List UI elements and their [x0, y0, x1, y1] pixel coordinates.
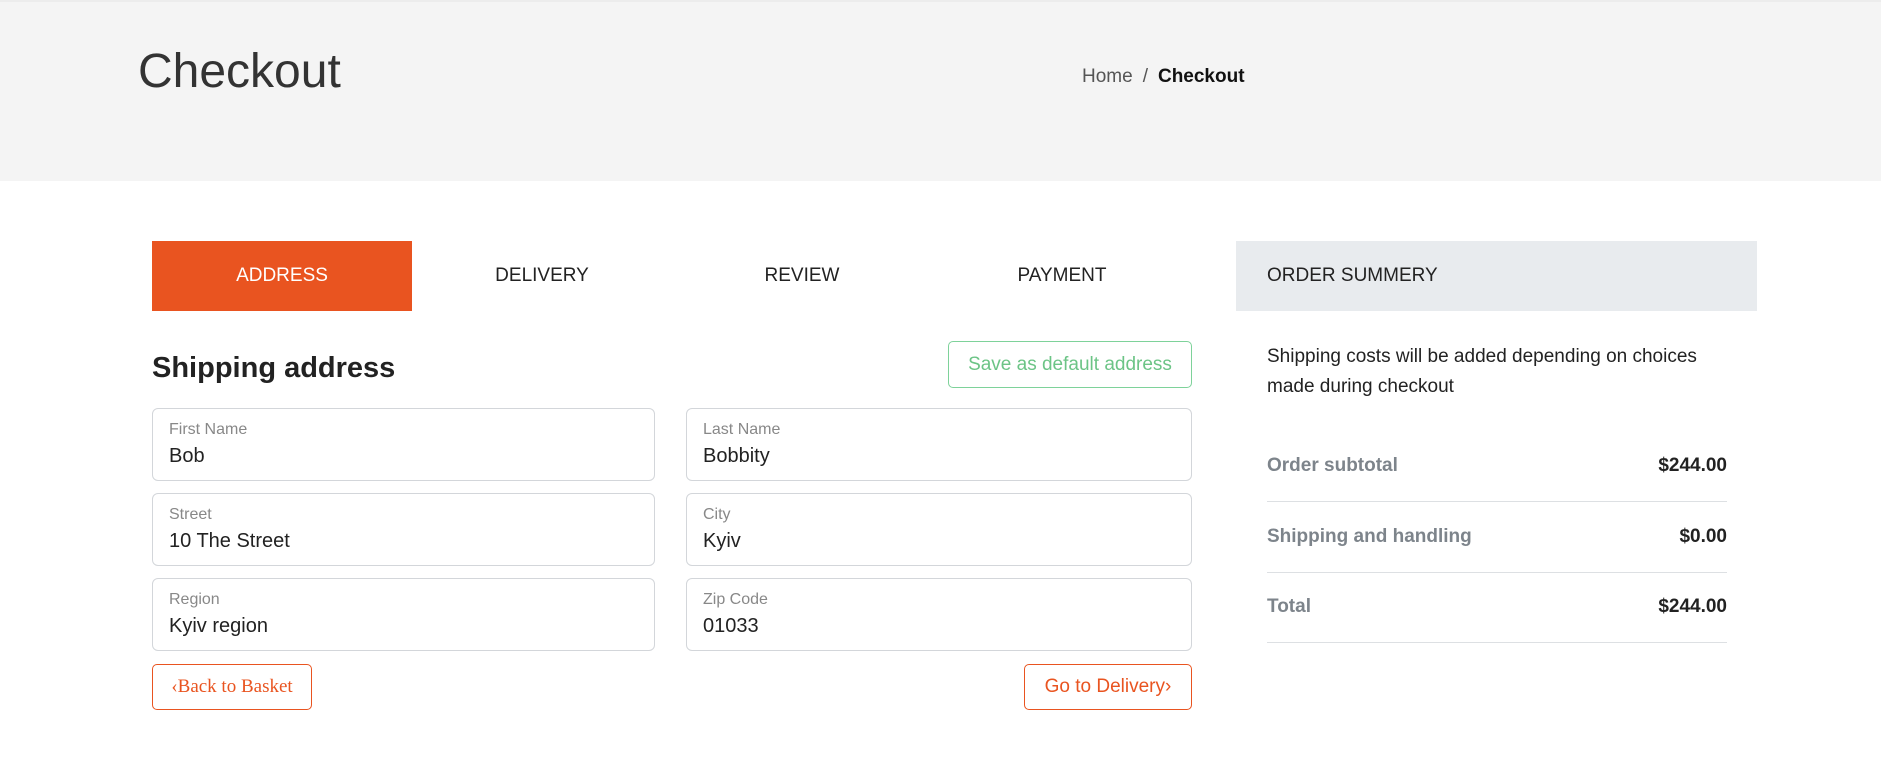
- go-to-delivery-button[interactable]: Go to Delivery›: [1024, 664, 1192, 710]
- summary-value: $244.00: [1658, 455, 1727, 476]
- tab-review[interactable]: REVIEW: [764, 265, 840, 286]
- shipping-note: Shipping costs will be added depending o…: [1267, 346, 1697, 397]
- last-name-field[interactable]: Last Name Bobbity: [686, 408, 1192, 481]
- field-label: First Name: [169, 421, 248, 438]
- summary-label: Order subtotal: [1267, 455, 1398, 476]
- field-value[interactable]: 01033: [703, 615, 759, 637]
- breadcrumb-home[interactable]: Home: [1082, 66, 1133, 87]
- breadcrumb: Home / Checkout: [1082, 66, 1245, 88]
- field-value[interactable]: Kyiv region: [169, 615, 268, 637]
- order-summary-header: ORDER SUMMERY: [1236, 241, 1757, 311]
- page-header: Checkout Home / Checkout: [0, 0, 1881, 181]
- shipping-address-heading: Shipping address: [152, 352, 396, 384]
- field-label: Region: [169, 591, 220, 608]
- back-to-basket-button[interactable]: ‹Back to Basket: [152, 664, 312, 710]
- summary-value: $0.00: [1679, 526, 1727, 547]
- field-label: Last Name: [703, 421, 781, 438]
- tab-address[interactable]: ADDRESS: [152, 241, 412, 311]
- zip-code-field[interactable]: Zip Code 01033: [686, 578, 1192, 651]
- street-field[interactable]: Street 10 The Street: [152, 493, 655, 566]
- tab-delivery[interactable]: DELIVERY: [495, 265, 589, 286]
- field-label: City: [703, 506, 731, 523]
- breadcrumb-separator: /: [1142, 66, 1148, 87]
- summary-value: $244.00: [1658, 596, 1727, 617]
- field-label: Street: [169, 506, 212, 523]
- field-value[interactable]: Bob: [169, 445, 205, 467]
- field-value[interactable]: Bobbity: [703, 445, 770, 467]
- city-field[interactable]: City Kyiv: [686, 493, 1192, 566]
- first-name-field[interactable]: First Name Bob: [152, 408, 655, 481]
- summary-row-shipping: Shipping and handling $0.00: [1267, 502, 1727, 573]
- summary-label: Total: [1267, 596, 1311, 617]
- page-title: Checkout: [138, 45, 341, 98]
- summary-row-subtotal: Order subtotal $244.00: [1267, 431, 1727, 502]
- field-value[interactable]: Kyiv: [703, 530, 741, 552]
- region-field[interactable]: Region Kyiv region: [152, 578, 655, 651]
- breadcrumb-current: Checkout: [1157, 66, 1245, 87]
- summary-row-total: Total $244.00: [1267, 572, 1727, 643]
- save-default-address-button[interactable]: Save as default address: [948, 341, 1192, 388]
- tab-payment[interactable]: PAYMENT: [1017, 265, 1107, 286]
- summary-label: Shipping and handling: [1267, 526, 1472, 547]
- field-value[interactable]: 10 The Street: [169, 530, 290, 552]
- field-label: Zip Code: [703, 591, 768, 608]
